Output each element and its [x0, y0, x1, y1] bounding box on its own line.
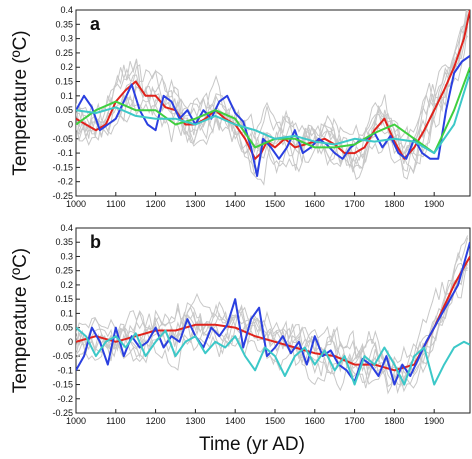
y-tick-label: 0.05	[55, 105, 73, 115]
x-tick-label: 1100	[106, 416, 125, 426]
panel-a-x-ticks: 1000 1100 1200 1300 1400 1500 1600 1700 1800 1900	[66, 192, 444, 209]
blue-series-line	[76, 54, 470, 177]
y-tick-label: -0.2	[57, 177, 73, 187]
y-tick-label: -0.25	[52, 191, 73, 201]
y-tick-label: 0	[68, 119, 73, 129]
y-tick-label: 0.05	[55, 323, 73, 333]
x-tick-label: 1200	[146, 199, 166, 209]
x-tick-label: 1400	[225, 416, 245, 426]
y-tick-label: 0.2	[60, 62, 73, 72]
y-tick-label: 0.15	[55, 77, 73, 87]
panel-a-y-axis-label: Temperature (ºC)	[10, 30, 31, 175]
x-tick-label: 1600	[305, 199, 325, 209]
y-tick-label: -0.15	[52, 162, 73, 172]
background-proxy-line	[76, 259, 469, 393]
y-tick-label: 0.4	[60, 223, 73, 233]
red-series-line	[76, 10, 470, 160]
panel-b-y-axis-label: Temperature (ºC)	[10, 248, 31, 393]
x-tick-label: 1500	[265, 199, 285, 209]
x-tick-label: 1300	[185, 416, 205, 426]
cyan-series-line	[76, 326, 470, 386]
y-tick-label: 0.15	[55, 294, 73, 304]
y-tick-label: -0.05	[52, 351, 73, 361]
x-tick-label: 1000	[66, 199, 86, 209]
x-tick-label: 1800	[384, 416, 404, 426]
y-tick-label: -0.25	[52, 408, 73, 418]
x-tick-label: 1800	[384, 199, 404, 209]
y-tick-label: 0	[68, 337, 73, 347]
panel-a-label: a	[90, 14, 101, 34]
x-tick-label: 1600	[305, 416, 325, 426]
cyan-series-line	[76, 72, 470, 155]
y-tick-label: 0.1	[60, 91, 73, 101]
panel-a: a Temperature (ºC) 0.4 0.35 0.3 0.25 0.2 0.15…	[10, 5, 471, 209]
x-tick-label: 1100	[106, 199, 125, 209]
x-tick-label: 1200	[146, 416, 166, 426]
y-tick-label: 0.4	[60, 5, 73, 15]
y-tick-label: -0.15	[52, 380, 73, 390]
panel-b: b Temperature (ºC) 0.4 0.35 0.3 0.25 0.2 0.15…	[10, 223, 471, 426]
y-tick-label: -0.1	[57, 148, 73, 158]
y-tick-label: -0.2	[57, 394, 73, 404]
x-tick-label: 1500	[265, 416, 285, 426]
y-tick-label: 0.25	[55, 48, 73, 58]
x-tick-label: 1000	[66, 416, 86, 426]
y-tick-label: -0.1	[57, 365, 73, 375]
panel-b-x-ticks: 1000 1100 1200 1300 1400 1500 1600 1700 1800 1900	[66, 409, 444, 426]
y-tick-label: 0.3	[60, 34, 73, 44]
panel-b-frame	[75, 227, 471, 414]
y-tick-label: 0.1	[60, 308, 73, 318]
panel-b-y-ticks: 0.4 0.35 0.3 0.25 0.2 0.15 0.1 0.05 0 -0.05 -0.1 -0…	[52, 223, 80, 418]
y-tick-label: -0.05	[52, 134, 73, 144]
background-proxy-line	[76, 10, 468, 168]
background-proxy-line	[76, 262, 468, 395]
background-proxy-line	[76, 26, 469, 173]
y-tick-label: 0.25	[55, 266, 73, 276]
panel-b-series	[76, 241, 470, 386]
red-series-line	[76, 256, 470, 372]
background-proxy-line	[76, 35, 469, 172]
x-tick-label: 1400	[225, 199, 245, 209]
background-proxy-line	[76, 237, 469, 383]
x-tick-label: 1300	[185, 199, 205, 209]
panel-a-frame	[75, 9, 471, 197]
background-proxy-line	[76, 23, 468, 181]
x-tick-label: 1900	[424, 199, 444, 209]
y-tick-label: 0.2	[60, 280, 73, 290]
x-tick-label: 1700	[345, 416, 365, 426]
y-tick-label: 0.3	[60, 251, 73, 261]
panel-b-label: b	[90, 232, 101, 252]
y-tick-label: 0.35	[55, 237, 73, 247]
panel-a-series	[76, 10, 470, 177]
x-axis-label: Time (yr AD)	[199, 434, 305, 455]
x-tick-label: 1900	[424, 416, 444, 426]
x-tick-label: 1700	[345, 199, 365, 209]
y-tick-label: 0.35	[55, 19, 73, 29]
